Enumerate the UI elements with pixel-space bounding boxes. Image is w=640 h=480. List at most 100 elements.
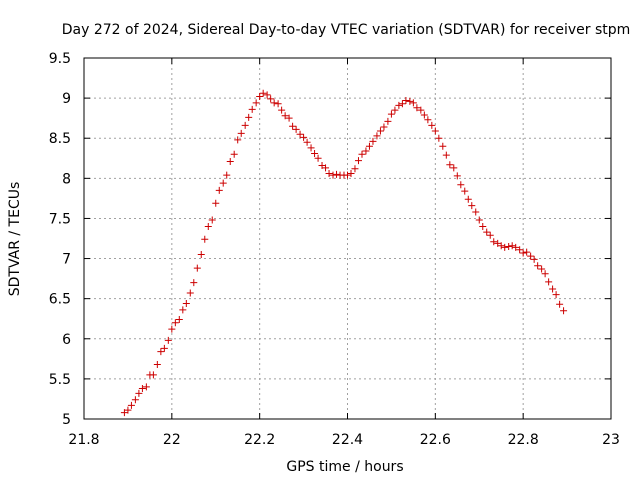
data-point-marker: [300, 133, 308, 141]
data-point-marker: [442, 151, 450, 159]
data-point-marker: [292, 125, 300, 133]
data-point-marker: [475, 216, 483, 224]
data-point-marker: [289, 122, 297, 130]
data-point-marker: [142, 383, 150, 391]
data-point-marker: [245, 113, 253, 121]
data-point-marker: [278, 106, 286, 114]
data-point-marker: [208, 216, 216, 224]
data-point-marker: [446, 161, 454, 169]
data-point-marker: [523, 248, 531, 256]
data-point-marker: [212, 199, 220, 207]
y-tick-label: 7: [62, 252, 71, 268]
data-point-marker: [391, 106, 399, 114]
data-point-marker: [311, 149, 319, 157]
data-point-marker: [505, 243, 513, 251]
data-point-marker: [534, 262, 542, 270]
data-point-marker: [402, 97, 410, 105]
data-point-marker: [314, 154, 322, 162]
data-point-marker: [435, 134, 443, 142]
data-point-marker: [549, 285, 557, 293]
data-point-marker: [453, 172, 461, 180]
data-point-marker: [428, 121, 436, 129]
data-point-marker: [157, 348, 165, 356]
data-point-marker: [329, 171, 337, 179]
data-point-marker: [527, 252, 535, 260]
data-point-marker: [124, 406, 132, 414]
data-point-marker: [409, 99, 417, 107]
data-point-marker: [373, 132, 381, 140]
y-tick-label: 5.5: [49, 372, 71, 388]
data-point-marker: [230, 150, 238, 158]
data-point-marker: [490, 238, 498, 246]
data-point-marker: [307, 144, 315, 152]
data-point-marker: [512, 243, 520, 251]
data-point-marker: [149, 371, 157, 379]
x-tick-label: 23: [602, 432, 620, 448]
data-point-marker: [219, 179, 227, 187]
y-tick-label: 9: [62, 91, 71, 107]
data-point-marker: [508, 242, 516, 250]
x-tick-label: 22.4: [332, 432, 363, 448]
data-point-marker: [347, 170, 355, 178]
data-point-marker: [171, 319, 179, 327]
data-point-marker: [322, 164, 330, 172]
data-point-marker: [131, 396, 139, 404]
data-point-marker: [450, 164, 458, 172]
data-point-marker: [417, 106, 425, 114]
data-point-marker: [168, 325, 176, 333]
y-tick-label: 6.5: [49, 292, 71, 308]
data-point-marker: [464, 195, 472, 203]
data-point-marker: [431, 127, 439, 135]
data-point-marker: [461, 187, 469, 195]
data-point-marker: [267, 95, 275, 103]
data-point-marker: [538, 265, 546, 273]
data-point-marker: [135, 389, 143, 397]
data-points: [120, 89, 568, 417]
y-tick-label: 8.5: [49, 131, 71, 147]
data-point-marker: [497, 242, 505, 250]
data-point-marker: [248, 105, 256, 113]
data-point-marker: [120, 409, 128, 417]
data-point-marker: [193, 264, 201, 272]
data-point-marker: [241, 121, 249, 129]
data-point-marker: [204, 222, 212, 230]
data-point-marker: [365, 142, 373, 150]
data-point-marker: [420, 111, 428, 119]
y-axis-label: SDTVAR / TECUs: [7, 182, 23, 297]
y-tick-label: 6: [62, 332, 71, 348]
data-point-marker: [234, 136, 242, 144]
data-point-marker: [545, 278, 553, 286]
data-point-marker: [494, 239, 502, 247]
x-tick-label: 22.2: [244, 432, 275, 448]
data-point-marker: [270, 99, 278, 107]
data-point-marker: [281, 112, 289, 120]
data-point-marker: [398, 100, 406, 108]
data-point-marker: [384, 117, 392, 125]
x-tick-label: 22: [163, 432, 181, 448]
data-point-marker: [256, 93, 264, 101]
data-point-marker: [164, 336, 172, 344]
data-point-marker: [190, 279, 198, 287]
data-point-marker: [560, 307, 568, 315]
x-axis-label: GPS time / hours: [286, 459, 403, 475]
data-point-marker: [395, 101, 403, 109]
data-point-marker: [472, 208, 480, 216]
y-tick-labels: 5 5.5 6 6.5 7 7.5 8 8.5 9 9.5: [49, 51, 71, 428]
data-point-marker: [501, 243, 509, 251]
x-tick-labels: 21.8 22 22.2 22.4 22.6 22.8 23: [68, 432, 620, 448]
data-point-marker: [223, 171, 231, 179]
data-point-marker: [237, 129, 245, 137]
data-point-marker: [468, 202, 476, 210]
data-point-marker: [486, 231, 494, 239]
data-point-marker: [556, 300, 564, 308]
data-point-marker: [252, 99, 260, 107]
data-point-marker: [325, 170, 333, 178]
data-point-marker: [138, 385, 146, 393]
y-tick-label: 7.5: [49, 211, 71, 227]
data-point-marker: [259, 89, 267, 97]
data-point-marker: [285, 114, 293, 122]
data-point-marker: [362, 147, 370, 155]
data-point-marker: [380, 123, 388, 131]
data-point-marker: [439, 142, 447, 150]
